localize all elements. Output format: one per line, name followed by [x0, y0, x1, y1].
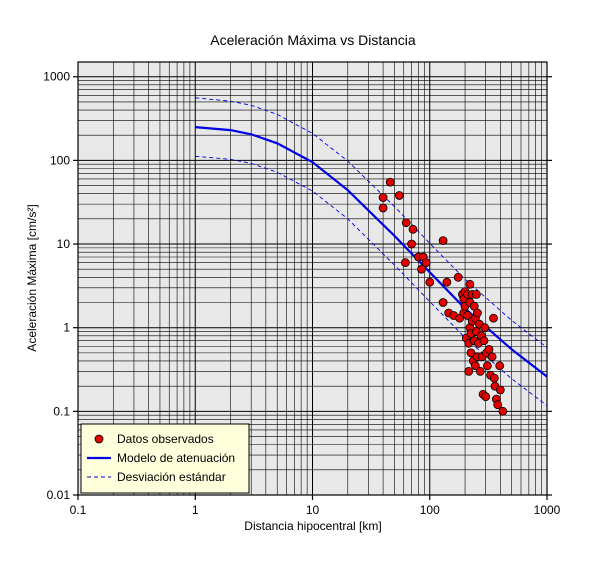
data-point: [465, 279, 475, 289]
data-point: [453, 272, 463, 282]
data-point: [442, 277, 452, 287]
data-point: [471, 289, 481, 299]
data-point: [401, 218, 411, 228]
data-point: [400, 258, 410, 268]
x-tick-label: 1: [192, 503, 199, 517]
y-tick-label: 10: [57, 237, 71, 251]
x-tick-label: 0.1: [70, 503, 87, 517]
y-tick-label: 100: [50, 153, 70, 167]
data-point: [489, 313, 498, 323]
data-point: [425, 277, 435, 287]
data-point: [470, 361, 480, 371]
data-point: [438, 236, 448, 246]
legend-label: Modelo de atenuación: [117, 451, 235, 465]
y-tick-label: 0.1: [53, 404, 70, 418]
data-point: [466, 348, 476, 358]
y-tick-label: 1000: [43, 70, 70, 84]
data-point: [385, 177, 395, 187]
data-point: [498, 406, 508, 416]
data-point: [378, 203, 388, 213]
x-tick-label: 100: [420, 503, 440, 517]
data-point: [394, 191, 404, 200]
data-point: [472, 308, 482, 318]
data-point: [480, 323, 490, 333]
legend-label: Desviación estándar: [117, 470, 226, 484]
data-point: [481, 392, 491, 402]
y-tick-label: 1: [63, 321, 70, 335]
data-point: [482, 361, 492, 371]
x-tick-label: 1000: [534, 503, 561, 517]
deviation-line-2: [195, 97, 548, 348]
data-point: [463, 311, 472, 320]
legend-marker-points: [94, 434, 104, 444]
legend-label: Datos observados: [117, 432, 214, 446]
data-point: [421, 258, 431, 268]
data-point: [484, 344, 494, 354]
data-point: [479, 336, 489, 346]
deviation-line-3: [195, 155, 548, 406]
data-point: [495, 385, 505, 395]
data-point: [378, 193, 388, 202]
data-point: [417, 264, 426, 274]
x-axis-label: Distancia hipocentral [km]: [244, 519, 381, 533]
data-point: [464, 366, 474, 376]
data-point: [495, 361, 505, 371]
data-point: [493, 400, 503, 410]
data-point: [475, 366, 485, 376]
y-tick-label: 0.01: [47, 488, 71, 502]
legend: Datos observados Modelo de atenuación Desv…: [80, 423, 250, 494]
data-point: [487, 352, 497, 362]
data-point: [438, 298, 448, 307]
data-point: [408, 224, 418, 234]
data-point: [407, 239, 417, 249]
data-point: [489, 373, 499, 383]
chart-title: Aceleración Máxima vs Distancia: [210, 32, 416, 48]
y-axis-label: Aceleración Máxima [cm/s²]: [25, 204, 39, 351]
x-tick-label: 10: [306, 503, 320, 517]
